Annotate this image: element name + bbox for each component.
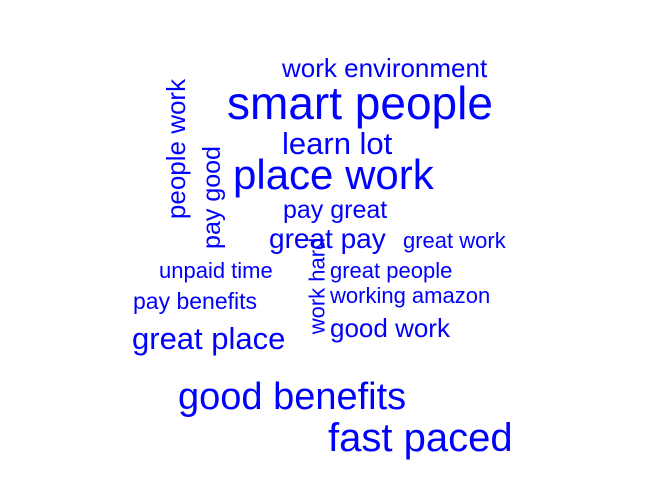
word-people-work: people work [161, 78, 192, 220]
word-great-work: great work [403, 228, 506, 253]
word-pay-great: pay great [283, 196, 388, 224]
word-pay-good: pay good [197, 146, 226, 249]
word-unpaid-time: unpaid time [159, 258, 273, 283]
word-place-work: place work [233, 151, 434, 198]
word-fast-paced: fast paced [328, 416, 513, 460]
word-work-environment: work environment [282, 53, 488, 83]
word-work-hard: work hard [304, 237, 330, 335]
word-great-pay: great pay [269, 223, 386, 254]
word-learn-lot: learn lot [282, 126, 393, 161]
word-great-place: great place [132, 321, 286, 356]
word-great-people: great people [330, 258, 453, 283]
word-pay-benefits: pay benefits [133, 288, 258, 314]
word-good-benefits: good benefits [178, 376, 407, 418]
word-good-work: good work [330, 313, 450, 343]
word-smart-people: smart people [227, 77, 493, 129]
word-working-amazon: working amazon [330, 283, 491, 308]
